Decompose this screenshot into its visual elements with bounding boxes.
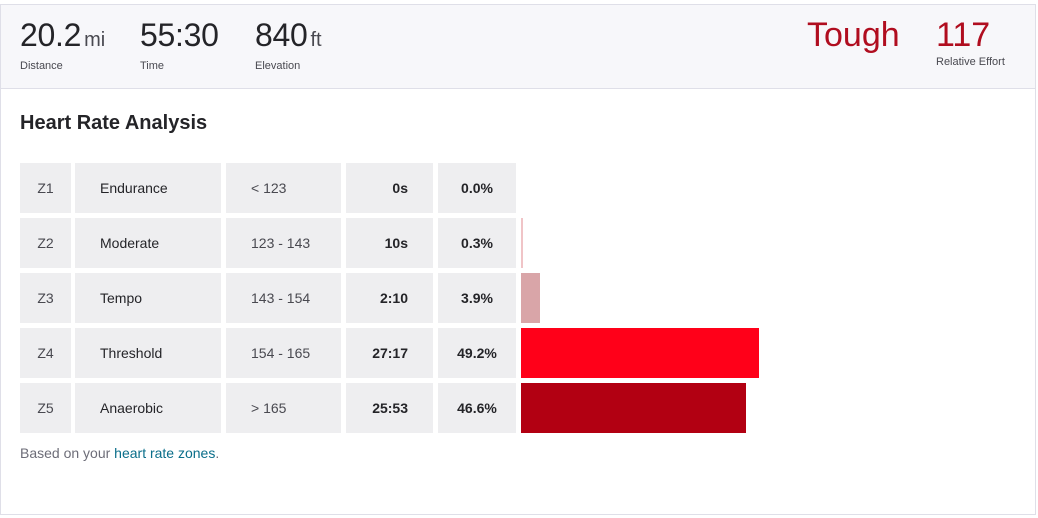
- zone-name: Threshold: [75, 328, 221, 378]
- zone-bar: [521, 328, 759, 378]
- zone-range: 143 - 154: [226, 273, 341, 323]
- zone-time: 10s: [346, 218, 433, 268]
- zone-percent: 3.9%: [438, 273, 516, 323]
- zone-name: Anaerobic: [75, 383, 221, 433]
- stats-header: 20.2 mi Distance 55:30 Time 840 ft Eleva…: [1, 5, 1035, 89]
- zone-id: Z3: [20, 273, 71, 323]
- zone-id: Z2: [20, 218, 71, 268]
- zone-bar: [521, 273, 540, 323]
- elevation-stat: 840 ft Elevation: [255, 17, 322, 72]
- zone-name: Endurance: [75, 163, 221, 213]
- distance-label: Distance: [20, 60, 63, 72]
- zone-range: > 165: [226, 383, 341, 433]
- distance-unit: mi: [84, 29, 106, 51]
- zone-row: Z2 Moderate 123 - 143 10s 0.3%: [20, 218, 780, 268]
- zone-id: Z5: [20, 383, 71, 433]
- zone-row: Z1 Endurance < 123 0s 0.0%: [20, 163, 780, 213]
- relative-effort-rating[interactable]: Tough: [807, 16, 900, 54]
- zone-time: 27:17: [346, 328, 433, 378]
- zone-time: 2:10: [346, 273, 433, 323]
- zone-range: < 123: [226, 163, 341, 213]
- zone-time: 25:53: [346, 383, 433, 433]
- zone-time: 0s: [346, 163, 433, 213]
- zone-range: 154 - 165: [226, 328, 341, 378]
- elevation-label: Elevation: [255, 60, 301, 72]
- zone-percent: 0.0%: [438, 163, 516, 213]
- time-stat: 55:30 Time: [140, 17, 219, 72]
- zone-row: Z3 Tempo 143 - 154 2:10 3.9%: [20, 273, 780, 323]
- relative-effort-label: Relative Effort: [936, 56, 1005, 68]
- footnote-suffix: .: [215, 445, 220, 461]
- footnote-prefix: Based on your: [20, 445, 115, 461]
- activity-card: 20.2 mi Distance 55:30 Time 840 ft Eleva…: [0, 4, 1036, 515]
- zone-percent: 0.3%: [438, 218, 516, 268]
- distance-stat: 20.2 mi Distance: [20, 17, 105, 72]
- zone-id: Z4: [20, 328, 71, 378]
- time-value: 55:30: [140, 17, 219, 53]
- zone-percent: 49.2%: [438, 328, 516, 378]
- footnote: Based on your heart rate zones.: [20, 445, 219, 461]
- time-label: Time: [140, 60, 165, 72]
- distance-value: 20.2: [20, 17, 82, 53]
- zone-range: 123 - 143: [226, 218, 341, 268]
- zone-percent: 46.6%: [438, 383, 516, 433]
- zone-bar: [521, 218, 523, 268]
- zone-bar: [521, 383, 746, 433]
- relative-effort-score[interactable]: 117: [936, 16, 991, 54]
- zone-id: Z1: [20, 163, 71, 213]
- heart-rate-zones-link[interactable]: heart rate zones: [114, 445, 216, 461]
- zone-row: Z4 Threshold 154 - 165 27:17 49.2%: [20, 328, 780, 378]
- section-title: Heart Rate Analysis: [20, 112, 208, 134]
- zone-name: Moderate: [75, 218, 221, 268]
- elevation-value: 840: [255, 17, 308, 53]
- zone-name: Tempo: [75, 273, 221, 323]
- zone-row: Z5 Anaerobic > 165 25:53 46.6%: [20, 383, 780, 433]
- elevation-unit: ft: [310, 29, 322, 51]
